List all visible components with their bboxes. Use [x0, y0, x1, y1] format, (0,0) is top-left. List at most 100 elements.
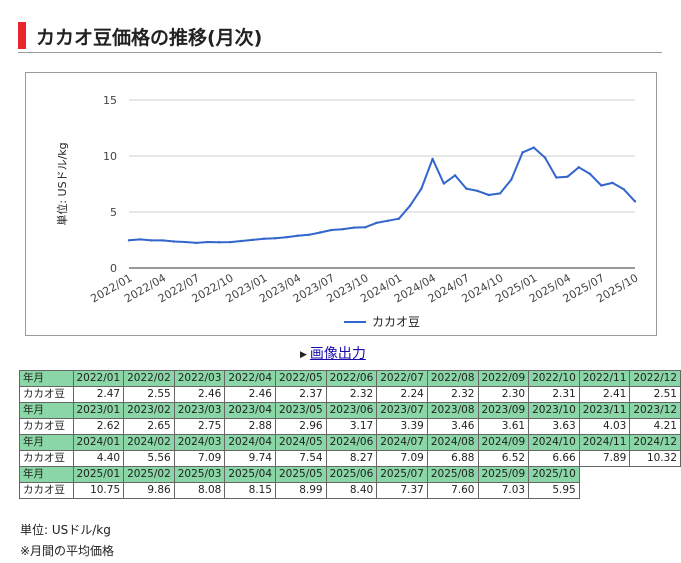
month-header-cell: 2023/12: [629, 402, 681, 419]
price-cell: 2.46: [173, 386, 226, 403]
item-name-cell: カカオ豆: [19, 482, 74, 499]
data-point: [273, 237, 277, 240]
price-cell: 2.55: [123, 386, 175, 403]
price-cell: 5.56: [123, 450, 175, 467]
table-header-row: 年月 2024/01 2024/02 2024/03 2024/04 2024/05 202…: [19, 434, 681, 451]
price-cell: 2.30: [477, 386, 530, 403]
month-header-cell: 2025/08: [426, 466, 479, 483]
month-header-cell: 2022/11: [578, 370, 631, 387]
data-point: [420, 187, 423, 190]
series-line-cacao: [128, 146, 636, 244]
data-point: [611, 181, 614, 185]
empty-cell: [629, 466, 681, 483]
price-cell: 7.09: [173, 450, 226, 467]
month-header-cell: 2022/08: [426, 370, 479, 387]
month-header-cell: 2023/04: [224, 402, 276, 419]
y-tick-label: 5: [110, 206, 117, 219]
price-cell: 6.66: [528, 450, 580, 467]
data-point: [397, 217, 401, 220]
month-header-cell: 2023/07: [376, 402, 428, 419]
empty-cell: [629, 482, 681, 499]
year-month-header: 年月: [19, 402, 74, 419]
month-header-cell: 2023/08: [426, 402, 479, 419]
month-header-cell: 2025/04: [224, 466, 276, 483]
month-header-cell: 2025/03: [173, 466, 226, 483]
price-cell: 9.74: [224, 450, 276, 467]
month-header-cell: 2025/10: [528, 466, 580, 483]
data-point: [600, 184, 603, 187]
data-point: [251, 238, 254, 242]
data-point: [127, 239, 131, 242]
month-header-cell: 2024/07: [376, 434, 428, 451]
arrow-right-icon: ▶: [300, 350, 307, 360]
price-cell: 2.24: [376, 386, 428, 403]
data-point: [150, 239, 153, 242]
export-image-link[interactable]: 画像出力: [309, 346, 366, 362]
price-cell: 2.96: [275, 418, 327, 435]
table-row: カカオ豆 4.40 5.56 7.09 9.74 7.54 8.27 7.09 6.88 6.52…: [19, 450, 681, 467]
data-point: [543, 156, 547, 159]
data-point: [217, 241, 221, 244]
data-point: [521, 151, 524, 154]
table-row: カカオ豆 10.75 9.86 8.08 8.15 8.99 8.40 7.37 7.60 7.0…: [19, 482, 681, 499]
price-cell: 2.37: [275, 386, 327, 403]
item-name-cell: カカオ豆: [19, 450, 74, 467]
price-cell: 4.40: [72, 450, 125, 467]
price-cell: 2.31: [528, 386, 580, 403]
data-point: [229, 240, 232, 244]
price-cell: 2.32: [325, 386, 378, 403]
data-point: [307, 233, 311, 237]
table-header-row: 年月 2025/01 2025/02 2025/03 2025/04 2025/05 202…: [19, 466, 681, 483]
data-point: [555, 176, 558, 179]
price-cell: 7.89: [578, 450, 631, 467]
price-cell: 5.95: [528, 482, 580, 499]
price-cell: 7.60: [426, 482, 479, 499]
month-header-cell: 2025/05: [275, 466, 327, 483]
month-header-cell: 2024/08: [426, 434, 479, 451]
price-cell: 3.17: [325, 418, 378, 435]
data-point: [262, 237, 266, 240]
price-cell: 2.47: [72, 386, 125, 403]
price-cell: 2.46: [224, 386, 276, 403]
month-header-cell: 2025/09: [477, 466, 530, 483]
y-tick-label: 0: [110, 262, 117, 275]
table-row: カカオ豆 2.62 2.65 2.75 2.88 2.96 3.17 3.39 3.46 3.61…: [19, 418, 681, 435]
month-header-cell: 2024/01: [72, 434, 125, 451]
price-cell: 2.32: [426, 386, 479, 403]
data-point: [453, 174, 457, 177]
price-cell: 9.86: [123, 482, 175, 499]
price-cell: 8.99: [275, 482, 327, 499]
month-header-cell: 2025/07: [376, 466, 428, 483]
data-point: [622, 188, 625, 191]
data-point: [431, 157, 434, 161]
item-name-cell: カカオ豆: [19, 418, 74, 435]
price-cell: 10.75: [72, 482, 125, 499]
data-point: [442, 182, 446, 185]
page-title-bar: カカオ豆価格の推移(月次): [18, 20, 662, 53]
page-title: カカオ豆価格の推移(月次): [36, 27, 263, 49]
price-cell: 8.08: [173, 482, 226, 499]
chart-container: 0 5 10 15 単位: USドル/kg 2022/01 2022/04 2022/07 20…: [25, 72, 657, 336]
month-header-cell: 2022/10: [528, 370, 580, 387]
title-accent-bar: [18, 22, 26, 49]
data-point: [487, 193, 491, 197]
data-point: [206, 240, 209, 244]
data-point: [375, 221, 378, 225]
month-header-cell: 2024/06: [325, 434, 378, 451]
month-header-cell: 2023/03: [173, 402, 226, 419]
year-month-header: 年月: [19, 370, 74, 387]
data-point: [341, 228, 344, 231]
month-header-cell: 2024/02: [123, 434, 175, 451]
data-point: [566, 175, 569, 178]
year-month-header: 年月: [19, 434, 74, 451]
month-header-cell: 2023/05: [275, 402, 327, 419]
price-cell: 6.52: [477, 450, 530, 467]
data-point: [498, 192, 502, 195]
month-header-cell: 2023/02: [123, 402, 175, 419]
item-name-cell: カカオ豆: [19, 386, 74, 403]
price-cell: 7.09: [376, 450, 428, 467]
price-cell: 7.54: [275, 450, 327, 467]
month-header-cell: 2025/01: [72, 466, 125, 483]
month-header-cell: 2022/09: [477, 370, 530, 387]
